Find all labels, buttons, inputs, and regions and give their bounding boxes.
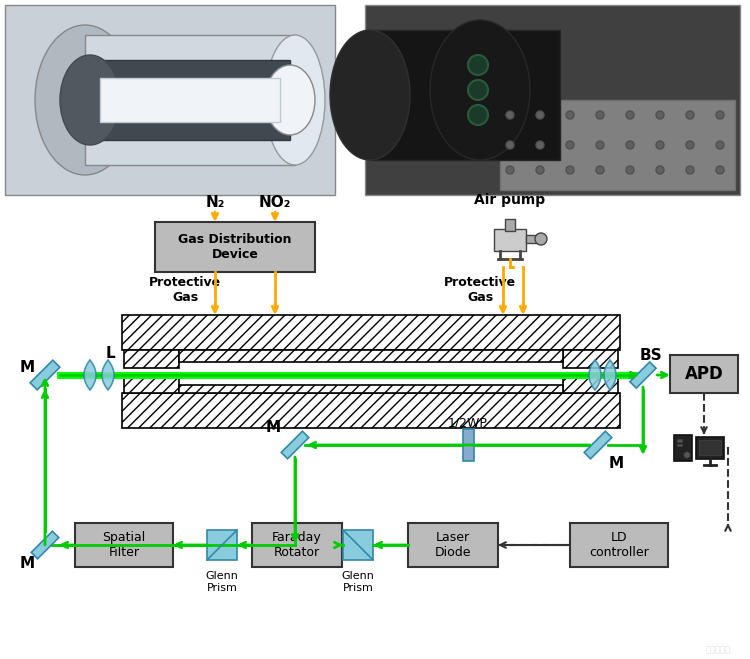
Text: M: M [266, 420, 280, 434]
Ellipse shape [35, 25, 135, 175]
Circle shape [536, 111, 544, 119]
Circle shape [716, 111, 724, 119]
Bar [124, 350, 618, 375]
Bar [124, 375, 179, 393]
Text: L: L [105, 345, 115, 360]
Circle shape [536, 141, 544, 149]
Circle shape [535, 233, 547, 245]
Polygon shape [604, 360, 616, 390]
Text: M: M [608, 455, 623, 471]
Bar [500, 100, 735, 190]
Circle shape [566, 166, 574, 174]
Bar [570, 523, 668, 567]
Circle shape [626, 111, 634, 119]
Text: Faraday
Rotator: Faraday Rotator [272, 531, 322, 559]
Polygon shape [630, 362, 656, 388]
Circle shape [566, 141, 574, 149]
Ellipse shape [265, 35, 325, 165]
Text: APD: APD [685, 365, 723, 383]
Circle shape [536, 166, 544, 174]
Circle shape [468, 105, 488, 125]
Bar [100, 78, 280, 122]
Polygon shape [589, 360, 601, 390]
Bar [563, 375, 618, 393]
FancyBboxPatch shape [365, 5, 740, 195]
Bar [408, 523, 498, 567]
Bar [526, 235, 538, 243]
Bar [124, 350, 179, 368]
Bar [696, 437, 724, 459]
Text: Protective
Gas: Protective Gas [149, 276, 221, 304]
Ellipse shape [265, 65, 315, 135]
Text: Protective
Gas: Protective Gas [444, 276, 516, 304]
Circle shape [626, 141, 634, 149]
Circle shape [596, 111, 604, 119]
Text: 1/2WP: 1/2WP [448, 416, 488, 430]
Polygon shape [84, 360, 96, 390]
Bar [252, 523, 342, 567]
Text: Gas Distribution
Device: Gas Distribution Device [178, 233, 292, 261]
Bar [207, 530, 237, 560]
Bar [670, 355, 738, 393]
Circle shape [626, 166, 634, 174]
Bar [90, 60, 290, 140]
Ellipse shape [330, 30, 410, 160]
Text: Laser
Diode: Laser Diode [435, 531, 471, 559]
Ellipse shape [430, 20, 530, 160]
Bar [155, 222, 315, 272]
Bar [505, 219, 515, 231]
Text: BS: BS [640, 347, 662, 362]
Circle shape [596, 141, 604, 149]
Text: NO₂: NO₂ [259, 195, 291, 210]
Text: M: M [20, 360, 34, 374]
Polygon shape [584, 431, 612, 459]
Polygon shape [102, 360, 114, 390]
Circle shape [684, 452, 690, 458]
Polygon shape [30, 360, 60, 390]
Circle shape [656, 141, 664, 149]
Circle shape [656, 166, 664, 174]
Bar [75, 523, 173, 567]
Circle shape [468, 80, 488, 100]
Text: N₂: N₂ [206, 195, 225, 210]
Circle shape [686, 111, 694, 119]
Bar [122, 315, 620, 350]
Bar [179, 385, 563, 393]
Bar [179, 350, 563, 362]
Circle shape [656, 111, 664, 119]
Bar [122, 393, 620, 428]
Bar [699, 440, 721, 455]
Ellipse shape [60, 55, 120, 145]
Text: 仪器信息网: 仪器信息网 [706, 646, 730, 654]
Bar [370, 30, 560, 160]
Polygon shape [32, 531, 58, 559]
FancyBboxPatch shape [5, 5, 335, 195]
Bar [677, 444, 682, 446]
Bar [494, 229, 526, 251]
Text: Glenn
Prism: Glenn Prism [206, 571, 238, 592]
Text: M: M [20, 556, 34, 571]
Circle shape [686, 166, 694, 174]
Bar [677, 439, 682, 442]
Circle shape [686, 141, 694, 149]
Polygon shape [281, 431, 309, 459]
Circle shape [506, 111, 514, 119]
Circle shape [566, 111, 574, 119]
Circle shape [506, 141, 514, 149]
Bar [343, 530, 373, 560]
Bar [563, 350, 618, 368]
Text: Spatial
Filter: Spatial Filter [102, 531, 146, 559]
Bar [463, 429, 473, 461]
Text: Air pump: Air pump [475, 193, 545, 207]
Text: LD
controller: LD controller [590, 531, 649, 559]
Circle shape [596, 166, 604, 174]
Circle shape [716, 141, 724, 149]
Bar [674, 435, 692, 461]
Circle shape [468, 55, 488, 75]
Bar [85, 35, 295, 165]
Circle shape [506, 166, 514, 174]
Text: Glenn
Prism: Glenn Prism [341, 571, 374, 592]
Circle shape [716, 166, 724, 174]
